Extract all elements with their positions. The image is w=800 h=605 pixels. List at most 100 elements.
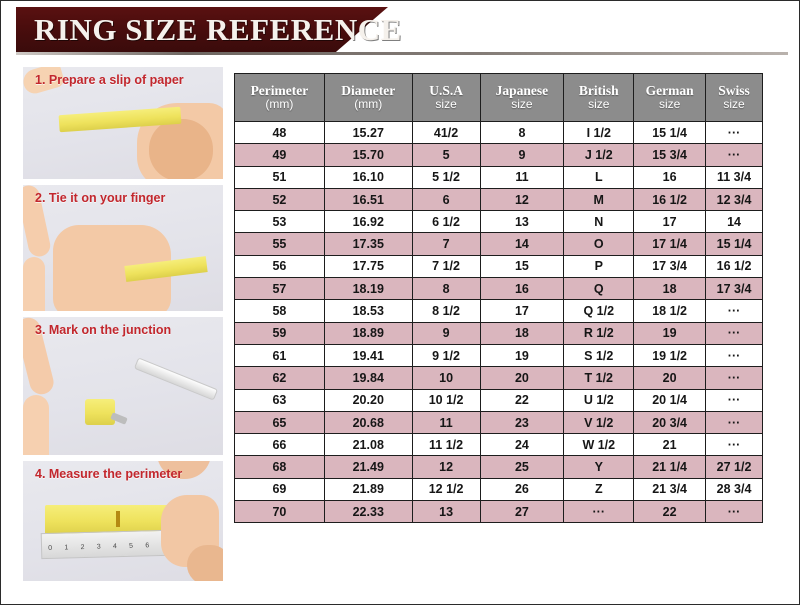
- column-header-primary: Japanese: [495, 83, 549, 99]
- table-cell: T 1/2: [563, 366, 635, 390]
- table-cell: 23: [479, 410, 565, 435]
- table-row: 65 20.68 11 23 V 1/2 20 3/4 ···: [234, 410, 763, 435]
- table-cell: 48: [234, 120, 325, 145]
- table-cell: 19.41: [323, 343, 413, 368]
- table-row: 57 18.19 8 16 Q 18 17 3/4: [234, 277, 763, 301]
- table-cell: 20 1/4: [633, 388, 707, 412]
- table-cell: 11: [411, 410, 481, 435]
- table-row: 52 16.51 6 12 M 16 1/2 12 3/4: [234, 187, 763, 212]
- table-cell: ···: [705, 388, 763, 412]
- table-row: 69 21.89 12 1/2 26 Z 21 3/4 28 3/4: [234, 477, 763, 502]
- ruler-tick-0: 0: [48, 544, 53, 552]
- table-cell: M: [563, 187, 635, 212]
- table-header-row: Perimeter (mm) Diameter (mm) U.S.A size Japane…: [234, 73, 763, 122]
- table-cell: 57: [234, 277, 325, 301]
- table-cell: 16.92: [323, 210, 413, 234]
- table-row: 51 16.10 5 1/2 11 L 16 11 3/4: [234, 165, 763, 189]
- banner-shape: [16, 7, 388, 52]
- table-cell: ···: [705, 410, 763, 435]
- title-banner: RING SIZE REFERENCE: [16, 7, 401, 52]
- table-cell: 62: [234, 366, 325, 390]
- table-cell: 17.75: [323, 254, 413, 279]
- paper-strip: [85, 399, 115, 425]
- table-cell: 7 1/2: [411, 254, 481, 279]
- table-cell: 21 1/4: [633, 455, 707, 479]
- table-cell: 11 3/4: [705, 165, 763, 189]
- step-4-photo: 0123456789: [23, 461, 223, 581]
- table-cell: ···: [705, 299, 763, 323]
- table-cell: 66: [234, 433, 325, 457]
- table-cell: 16.10: [323, 165, 413, 189]
- table-cell: 17 3/4: [705, 277, 763, 301]
- table-row: 53 16.92 6 1/2 13 N 17 14: [234, 210, 763, 234]
- table-cell: 53: [234, 210, 325, 234]
- pen-icon: [133, 357, 219, 401]
- table-cell: ···: [563, 500, 635, 524]
- table-cell: 19: [633, 321, 707, 345]
- table-cell: 18.19: [323, 277, 413, 301]
- table-cell: ···: [705, 343, 763, 368]
- column-header-primary: U.S.A: [429, 83, 463, 99]
- table-cell: W 1/2: [563, 433, 635, 457]
- step-1-caption: 1. Prepare a slip of paper: [35, 73, 184, 87]
- column-header-primary: Diameter: [341, 83, 396, 99]
- finger-shape: [23, 395, 49, 455]
- table-cell: 15 3/4: [633, 143, 707, 167]
- table-row: 62 19.84 10 20 T 1/2 20 ···: [234, 366, 763, 390]
- table-cell: P: [563, 254, 635, 279]
- table-row: 61 19.41 9 1/2 19 S 1/2 19 1/2 ···: [234, 343, 763, 368]
- table-cell: 13: [411, 500, 481, 524]
- table-cell: 18.89: [323, 321, 413, 345]
- table-cell: 21 3/4: [633, 477, 707, 502]
- table-cell: 14: [705, 210, 763, 234]
- table-row: 49 15.70 5 9 J 1/2 15 3/4 ···: [234, 143, 763, 167]
- step-3-caption: 3. Mark on the junction: [35, 323, 172, 337]
- table-cell: 19.84: [323, 366, 413, 390]
- step-4-measure-perimeter: 4. Measure the perimeter 0123456789: [23, 461, 223, 581]
- table-cell: 17 3/4: [633, 254, 707, 279]
- table-cell: 6: [411, 187, 481, 212]
- table-cell: V 1/2: [563, 410, 635, 435]
- table-cell: 18: [633, 277, 707, 301]
- table-row: 63 20.20 10 1/2 22 U 1/2 20 1/4 ···: [234, 388, 763, 412]
- table-cell: 22: [633, 500, 707, 524]
- pen-mark: [116, 511, 120, 527]
- table-row: 70 22.33 13 27 ··· 22 ···: [234, 500, 763, 524]
- table-cell: 61: [234, 343, 325, 368]
- ruler-tick-3: 3: [96, 543, 101, 551]
- table-cell: 16 1/2: [633, 187, 707, 212]
- finger-shape: [23, 257, 45, 311]
- table-body: 48 15.27 41/2 8 I 1/2 15 1/4 ··· 49 15.70 5 9 J 1/2…: [234, 120, 763, 524]
- page-title: RING SIZE REFERENCE: [34, 12, 402, 47]
- table-cell: ···: [705, 321, 763, 345]
- table-cell: 15 1/4: [633, 120, 707, 145]
- table-cell: 17: [479, 299, 565, 323]
- table-cell: Q 1/2: [563, 299, 635, 323]
- table-cell: 19 1/2: [633, 343, 707, 368]
- table-cell: 20: [633, 366, 707, 390]
- table-cell: 12 3/4: [705, 187, 763, 212]
- table-row: 55 17.35 7 14 O 17 1/4 15 1/4: [234, 232, 763, 256]
- ring-size-table: Perimeter (mm) Diameter (mm) U.S.A size Japane…: [234, 73, 763, 524]
- table-cell: 28 3/4: [705, 477, 763, 502]
- table-cell: 16 1/2: [705, 254, 763, 279]
- table-cell: I 1/2: [563, 120, 635, 145]
- table-cell: 12: [479, 187, 565, 212]
- table-cell: 22.33: [323, 500, 413, 524]
- table-cell: 41/2: [411, 120, 481, 145]
- table-cell: Z: [563, 477, 635, 502]
- table-cell: 27 1/2: [705, 455, 763, 479]
- table-cell: 9: [479, 143, 565, 167]
- table-cell: 21: [633, 433, 707, 457]
- table-cell: 14: [479, 232, 565, 256]
- table-cell: 56: [234, 254, 325, 279]
- table-cell: 7: [411, 232, 481, 256]
- table-cell: 16: [479, 277, 565, 301]
- table-cell: 17.35: [323, 232, 413, 256]
- table-cell: 51: [234, 165, 325, 189]
- column-header-secondary: size: [723, 97, 745, 112]
- table-cell: 18.53: [323, 299, 413, 323]
- table-cell: 16.51: [323, 187, 413, 212]
- table-cell: R 1/2: [563, 321, 635, 345]
- table-cell: 10 1/2: [411, 388, 481, 412]
